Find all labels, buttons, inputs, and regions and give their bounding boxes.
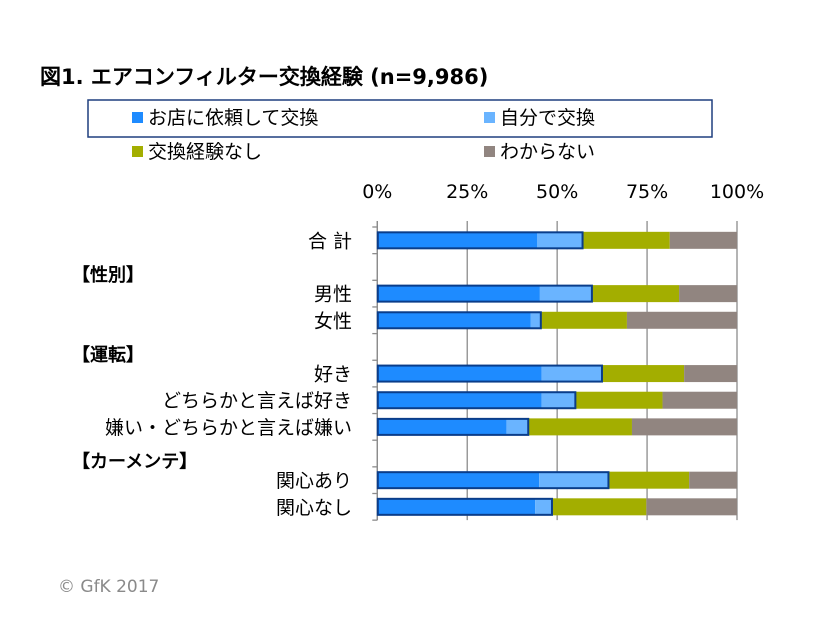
group-label: 【運転】 <box>72 344 144 366</box>
legend-label-1: 自分で交換 <box>500 107 595 129</box>
legend-swatch-0 <box>132 112 143 123</box>
bar-2-2 <box>541 311 627 329</box>
bar-1-5 <box>506 418 529 436</box>
bar-2-6 <box>608 471 690 489</box>
category-label: 好き <box>314 364 352 386</box>
bar-3-2 <box>626 311 737 329</box>
category-label: 嫌い・どちらかと言えば嫌い <box>105 417 352 439</box>
legend-swatch-1 <box>484 112 495 123</box>
bar-3-6 <box>689 471 737 489</box>
bar-1-0 <box>537 231 584 249</box>
bar-0-3 <box>377 365 542 383</box>
bar-0-4 <box>377 391 542 409</box>
x-tick-label: 100% <box>710 181 764 203</box>
bar-outline <box>376 471 610 490</box>
bar-3-5 <box>631 418 737 436</box>
bar-3-0 <box>669 231 737 249</box>
bar-outline <box>376 284 593 303</box>
bar-outline <box>376 364 603 383</box>
category-label: 合 計 <box>308 230 352 252</box>
bar-2-3 <box>602 365 685 383</box>
bar-outline <box>376 231 584 250</box>
bar-1-4 <box>541 391 576 409</box>
bar-3-4 <box>662 391 737 409</box>
bar-2-1 <box>592 285 680 303</box>
bar-1-2 <box>530 311 542 329</box>
legend-swatch-3 <box>484 146 495 157</box>
bar-outline <box>376 311 542 330</box>
copyright: © GfK 2017 <box>58 577 159 597</box>
category-labels: 合 計【性別】男性女性【運転】好きどちらかと言えば好き嫌い・どちらかと言えば嫌い… <box>72 230 352 519</box>
legend-label-3: わからない <box>500 141 595 163</box>
group-label: 【性別】 <box>72 264 144 286</box>
category-label: 関心なし <box>276 497 352 519</box>
bar-0-7 <box>377 498 536 516</box>
category-label: 関心あり <box>276 470 352 492</box>
bar-3-3 <box>684 365 737 383</box>
x-tick-label: 0% <box>362 181 392 203</box>
bar-3-1 <box>679 285 737 303</box>
bar-0-6 <box>377 471 540 489</box>
legend-box <box>87 99 713 138</box>
bar-outline <box>376 391 577 410</box>
bar-0-1 <box>377 285 540 303</box>
bar-1-6 <box>539 471 609 489</box>
bars <box>376 231 737 516</box>
bar-outline <box>376 417 530 436</box>
bar-1-1 <box>539 285 593 303</box>
legend-label-0: お店に依頼して交換 <box>148 107 318 129</box>
legend-swatch-2 <box>132 146 143 157</box>
bar-0-2 <box>377 311 531 329</box>
bar-outline <box>376 497 553 516</box>
category-label: 男性 <box>314 284 352 306</box>
chart-title: 図1. エアコンフィルター交換経験 (n=9,986) <box>40 65 488 89</box>
bar-3-7 <box>646 498 737 516</box>
bar-2-7 <box>552 498 647 516</box>
x-tick-label: 50% <box>536 181 578 203</box>
bar-2-4 <box>575 391 663 409</box>
bar-0-5 <box>377 418 507 436</box>
bar-2-5 <box>528 418 632 436</box>
x-tick-label: 75% <box>626 181 668 203</box>
category-label: どちらかと言えば好き <box>162 390 352 412</box>
category-label: 女性 <box>314 310 352 332</box>
bar-0-0 <box>377 231 538 249</box>
x-tick-label: 25% <box>446 181 488 203</box>
bar-1-3 <box>541 365 603 383</box>
bar-2-0 <box>583 231 670 249</box>
legend-label-2: 交換経験なし <box>148 141 262 163</box>
bar-1-7 <box>535 498 553 516</box>
group-label: 【カーメンテ】 <box>72 452 197 473</box>
